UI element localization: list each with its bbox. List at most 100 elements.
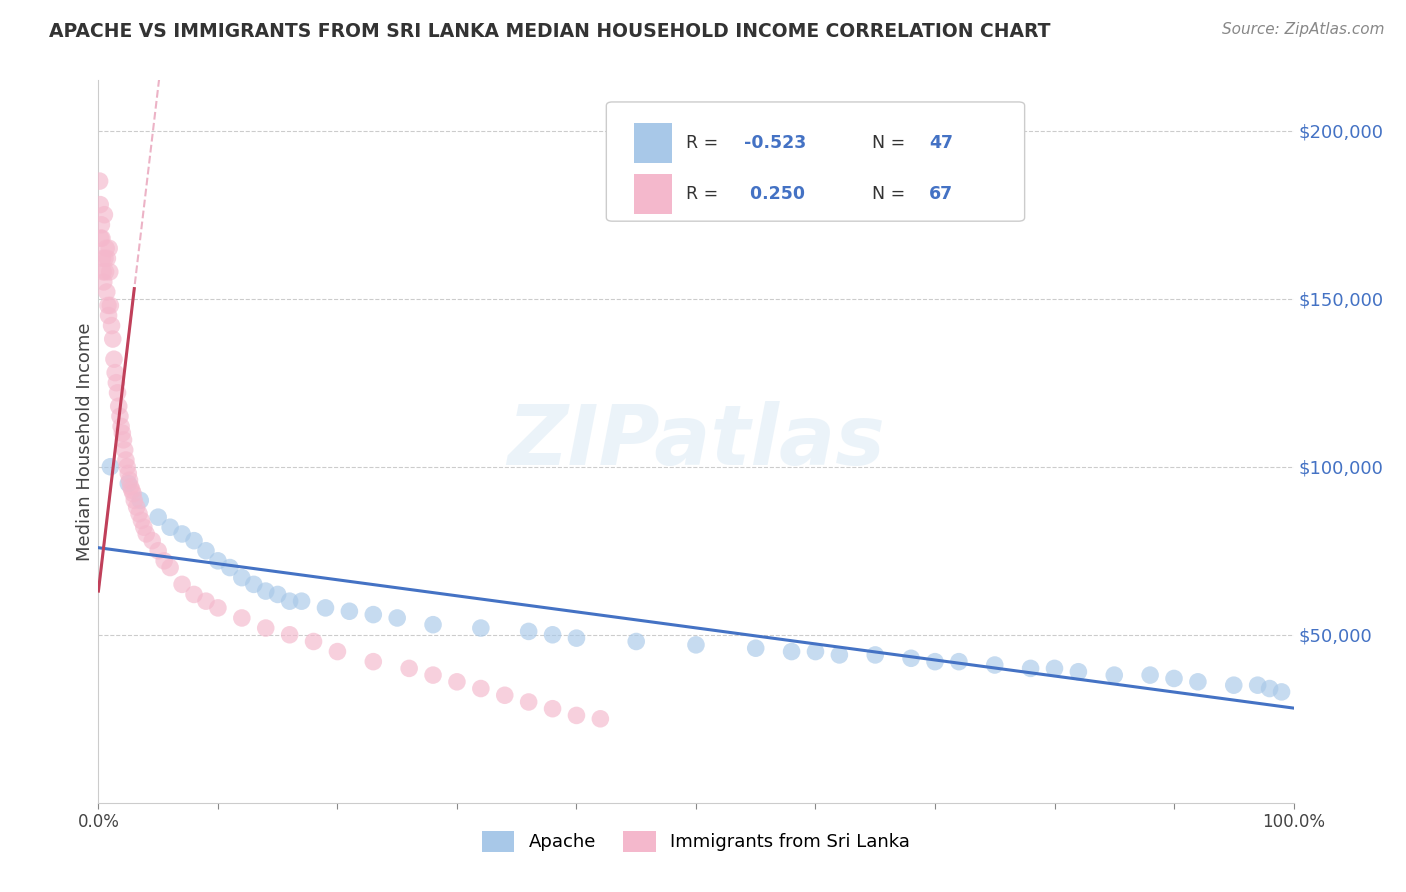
Point <box>153 554 176 568</box>
Point <box>122 486 145 500</box>
Point <box>948 655 970 669</box>
Point <box>159 560 181 574</box>
FancyBboxPatch shape <box>634 174 672 213</box>
Text: ZIPatlas: ZIPatlas <box>508 401 884 482</box>
Point <box>128 507 150 521</box>
Point <box>172 527 194 541</box>
Point <box>96 285 118 299</box>
Point <box>685 638 707 652</box>
Point <box>398 661 420 675</box>
Point <box>110 419 132 434</box>
Text: 0.250: 0.250 <box>744 185 804 202</box>
Point <box>89 197 111 211</box>
Point <box>90 218 112 232</box>
Text: 67: 67 <box>929 185 953 202</box>
Point <box>1163 672 1185 686</box>
Point <box>984 658 1007 673</box>
Point <box>135 527 157 541</box>
Point <box>207 554 229 568</box>
Legend: Apache, Immigrants from Sri Lanka: Apache, Immigrants from Sri Lanka <box>475 823 917 859</box>
Point <box>100 318 122 333</box>
Point <box>98 298 122 312</box>
Point <box>446 674 468 689</box>
Point <box>1247 678 1270 692</box>
Point <box>96 241 118 255</box>
Point <box>470 681 492 696</box>
Point <box>94 265 117 279</box>
Point <box>422 668 444 682</box>
Point <box>1139 668 1161 682</box>
Point <box>195 594 218 608</box>
Point <box>745 641 768 656</box>
Point <box>219 560 242 574</box>
Point <box>541 628 564 642</box>
Point <box>104 366 127 380</box>
Point <box>120 480 142 494</box>
Point <box>101 332 124 346</box>
Point <box>105 376 128 390</box>
Point <box>159 520 181 534</box>
Point <box>148 543 170 558</box>
Point <box>780 644 803 658</box>
Point <box>98 241 121 255</box>
Point <box>107 385 129 400</box>
Point <box>517 624 540 639</box>
Point <box>91 252 114 266</box>
Point <box>118 473 141 487</box>
Point <box>494 688 516 702</box>
Text: R =: R = <box>686 134 724 153</box>
Point <box>231 571 253 585</box>
Point <box>94 252 117 266</box>
Point <box>1258 681 1281 696</box>
Point <box>117 476 139 491</box>
Point <box>278 594 301 608</box>
Point <box>385 611 409 625</box>
Point <box>315 600 337 615</box>
Point <box>112 433 135 447</box>
Point <box>1019 661 1042 675</box>
Point <box>565 708 588 723</box>
Text: N =: N = <box>872 185 911 202</box>
Point <box>254 584 277 599</box>
Point <box>91 265 114 279</box>
Point <box>107 399 129 413</box>
Point <box>129 493 152 508</box>
Point <box>183 587 205 601</box>
Point <box>93 208 115 222</box>
Point <box>326 644 349 658</box>
Point <box>114 442 136 457</box>
Point <box>89 174 111 188</box>
Point <box>1187 674 1209 689</box>
Point <box>626 634 648 648</box>
Point <box>121 483 143 498</box>
Text: R =: R = <box>686 185 724 202</box>
Point <box>865 648 887 662</box>
Point <box>291 594 314 608</box>
Point <box>148 510 170 524</box>
Point <box>97 298 120 312</box>
Point <box>278 628 301 642</box>
Point <box>1104 668 1126 682</box>
Point <box>1271 685 1294 699</box>
Point <box>207 600 229 615</box>
Point <box>231 611 253 625</box>
Point <box>115 453 138 467</box>
Point <box>172 577 194 591</box>
Point <box>363 607 385 622</box>
Text: Source: ZipAtlas.com: Source: ZipAtlas.com <box>1222 22 1385 37</box>
Point <box>541 702 564 716</box>
Point <box>117 467 139 481</box>
Point <box>111 426 134 441</box>
Point <box>93 275 115 289</box>
FancyBboxPatch shape <box>634 123 672 163</box>
Point <box>589 712 612 726</box>
Point <box>131 514 153 528</box>
Point <box>90 231 112 245</box>
Point <box>98 459 122 474</box>
Point <box>115 459 138 474</box>
Point <box>108 409 131 424</box>
Y-axis label: Median Household Income: Median Household Income <box>76 322 94 561</box>
Point <box>900 651 922 665</box>
Point <box>828 648 851 662</box>
Point <box>1067 665 1090 679</box>
